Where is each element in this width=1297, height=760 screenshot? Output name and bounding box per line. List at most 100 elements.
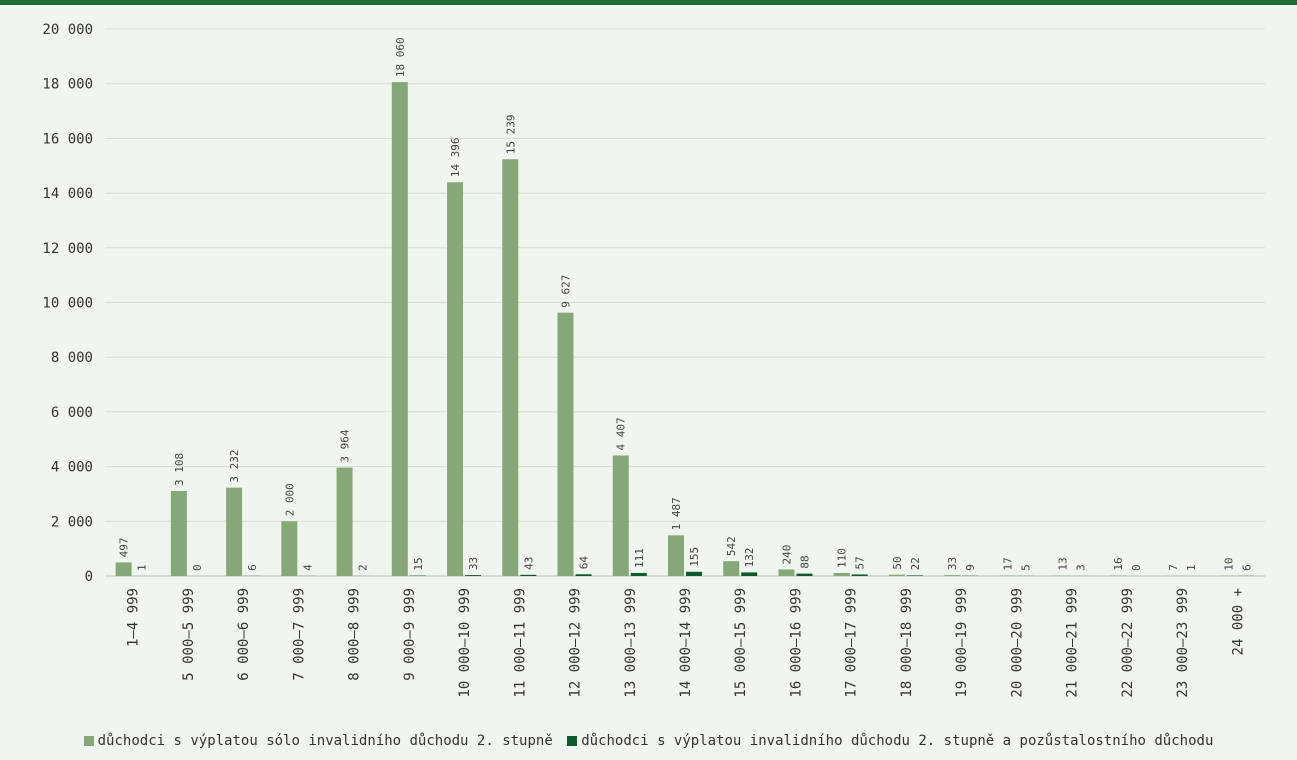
bar-series-1 [226,487,243,576]
bar-series-2 [741,572,758,576]
y-tick-label: 14 000 [42,186,93,202]
data-label-series-1: 10 [1222,557,1235,570]
data-label-series-2: 1 [136,564,149,571]
x-tick-label: 15 000–15 999 [733,588,749,698]
x-tick-label: 19 000–19 999 [954,588,970,698]
bar-series-1 [668,535,684,576]
x-tick-label: 18 000–18 999 [899,588,915,698]
bar-series-2 [851,574,868,576]
data-label-series-1: 240 [780,545,793,565]
data-label-series-2: 3 [1075,564,1088,571]
y-tick-label: 6 000 [51,405,93,421]
x-tick-label: 7 000–7 999 [291,588,307,681]
data-label-series-2: 43 [522,557,535,570]
data-label-series-2: 155 [688,547,701,567]
x-tick-label: 10 000–10 999 [457,588,473,698]
data-label-series-2: 4 [301,564,314,571]
legend-swatch-series-1 [83,736,94,746]
bar-series-1 [888,574,905,576]
x-tick-label: 24 000 + [1230,588,1246,655]
data-label-series-1: 4 407 [615,417,628,450]
data-label-series-2: 2 [357,564,370,571]
bar-series-1 [170,490,187,576]
x-tick-label: 8 000–8 999 [347,588,363,681]
x-tick-label: 9 000–9 999 [402,588,418,681]
data-label-series-1: 110 [836,548,849,568]
x-tick-label: 20 000–20 999 [1009,588,1025,698]
bar-series-2 [575,574,592,576]
bar-series-1 [723,561,740,576]
bar-series-1 [833,572,850,576]
data-label-series-2: 88 [798,555,811,568]
x-tick-label: 23 000–23 999 [1175,588,1191,698]
legend-label-series-1: důchodci s výplatou sólo invalidního důc… [97,733,553,749]
y-tick-label: 12 000 [42,241,93,257]
legend-swatch-series-2 [567,736,578,746]
y-tick-label: 18 000 [42,77,93,93]
data-label-series-2: 111 [633,548,646,568]
data-label-series-2: 22 [909,557,922,570]
y-tick-label: 0 [85,569,93,585]
data-label-series-1: 3 108 [173,453,186,486]
data-label-series-1: 3 232 [228,449,241,482]
data-label-series-1: 1 487 [670,497,683,530]
data-label-series-2: 57 [854,556,867,569]
x-tick-label: 12 000–12 999 [568,588,584,698]
gridlines [105,28,1265,577]
bars [115,82,1255,577]
x-tick-label: 21 000–21 999 [1065,588,1081,698]
data-label-series-1: 15 239 [504,114,517,154]
bar-series-1 [447,182,464,576]
data-label-series-2: 9 [964,564,977,571]
data-label-series-1: 2 000 [283,483,296,516]
data-label-series-2: 5 [1019,564,1032,571]
data-label-series-1: 33 [946,557,959,570]
bar-series-2 [796,573,813,576]
y-tick-label: 4 000 [51,460,93,476]
data-label-series-1: 3 964 [339,429,352,462]
bar-series-1 [557,312,574,576]
data-label-series-1: 17 [1001,557,1014,570]
legend: důchodci s výplatou sólo invalidního důc… [0,733,1297,749]
data-label-series-2: 6 [246,564,259,571]
data-label-series-2: 1 [1185,564,1198,571]
bar-series-1 [391,82,408,577]
data-label-series-1: 7 [1167,564,1180,571]
x-tick-label: 1–4 999 [126,588,142,647]
bar-series-2 [630,572,647,576]
x-tick-label: 5 000–5 999 [181,588,197,681]
bar-series-1 [115,562,132,576]
data-label-series-1: 13 [1057,557,1070,570]
x-axis-ticks: 1–4 999 5 000–5 999 6 000–6 999 7 000–7 999… [126,588,1247,698]
data-label-series-1: 542 [725,536,738,556]
x-tick-label: 22 000–22 999 [1120,588,1136,698]
top-accent-bar [0,0,1297,5]
bar-series-1 [281,521,298,576]
data-label-series-2: 64 [578,556,591,570]
x-tick-label: 17 000–17 999 [844,588,860,698]
y-axis-ticks: 0 2 000 4 000 6 000 8 000 10 000 12 000 14 000 1… [42,22,93,585]
data-label-series-1: 9 627 [560,275,573,308]
bar-series-1 [778,569,795,576]
x-tick-label: 6 000–6 999 [236,588,252,681]
data-label-series-2: 0 [191,564,204,571]
bar-chart: 0 2 000 4 000 6 000 8 000 10 000 12 000 14 000 1… [42,22,1265,698]
bar-series-1 [502,159,519,576]
legend-item-series-1: důchodci s výplatou sólo invalidního důc… [83,733,553,749]
data-label-series-2: 33 [467,557,480,570]
x-tick-label: 11 000–11 999 [512,588,528,698]
bar-series-1 [944,575,961,576]
y-tick-label: 10 000 [42,296,93,312]
data-label-series-2: 15 [412,557,425,570]
data-label-series-1: 497 [118,538,131,558]
x-tick-label: 16 000–16 999 [788,588,804,698]
y-tick-label: 8 000 [51,350,93,366]
legend-item-series-2: důchodci s výplatou invalidního důchodu … [567,733,1213,749]
y-tick-label: 16 000 [42,131,93,147]
x-tick-label: 14 000–14 999 [678,588,694,698]
data-label-series-1: 18 060 [394,37,407,77]
data-label-series-1: 14 396 [449,138,462,178]
bar-series-1 [612,455,629,576]
bar-series-2 [465,575,482,576]
